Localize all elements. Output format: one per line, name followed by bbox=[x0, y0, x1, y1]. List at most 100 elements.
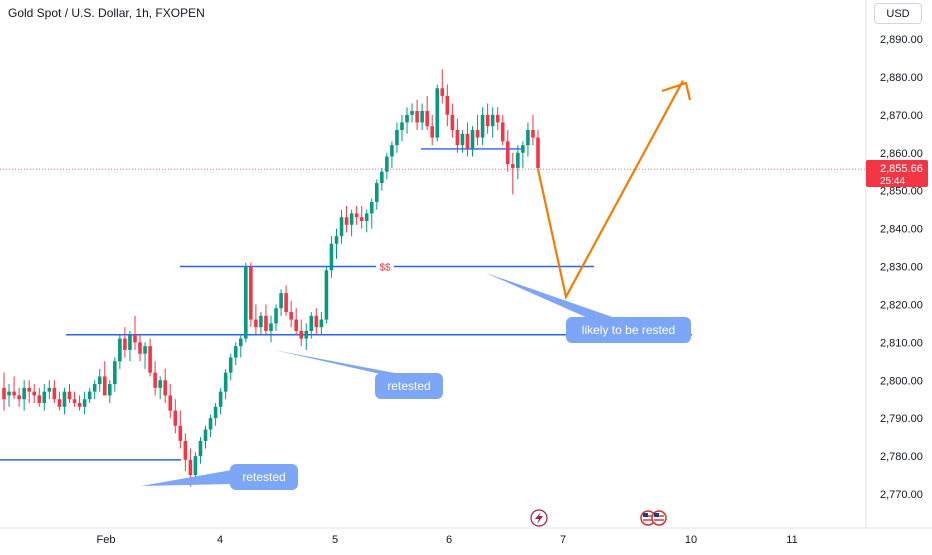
candle bbox=[500, 114, 505, 146]
x-tick-label[interactable]: 7 bbox=[560, 534, 566, 546]
callout[interactable]: likely to be rested bbox=[486, 273, 691, 343]
candle bbox=[390, 141, 394, 168]
candle bbox=[536, 130, 540, 172]
candle-body bbox=[42, 391, 47, 404]
y-tick-label[interactable]: 2,870.00 bbox=[880, 110, 923, 122]
candle-body bbox=[7, 391, 11, 396]
callout-box[interactable] bbox=[230, 464, 298, 490]
y-tick-label[interactable]: 2,830.00 bbox=[880, 262, 923, 274]
candle bbox=[57, 391, 62, 411]
y-tick-label[interactable]: 2,890.00 bbox=[880, 34, 923, 46]
callout[interactable]: retested bbox=[141, 464, 298, 490]
candle bbox=[87, 387, 92, 404]
candle-body bbox=[450, 114, 455, 131]
candle bbox=[385, 152, 389, 180]
x-tick-label[interactable]: 4 bbox=[217, 534, 223, 546]
candle-body bbox=[364, 213, 369, 222]
candle-body bbox=[62, 391, 67, 407]
candle bbox=[299, 319, 304, 347]
callout-tail bbox=[141, 470, 232, 486]
candle bbox=[460, 130, 465, 153]
candle-body bbox=[82, 399, 87, 407]
y-tick-label[interactable]: 2,800.00 bbox=[880, 375, 923, 387]
callouts[interactable]: likely to be rested retested retested bbox=[141, 273, 691, 490]
time-axis[interactable]: Feb 4 5 6 7 10 11 bbox=[97, 534, 798, 546]
candle-body bbox=[97, 376, 102, 385]
candle-body bbox=[37, 395, 42, 404]
candle-body bbox=[435, 88, 440, 138]
projected-path[interactable] bbox=[536, 80, 692, 300]
candle bbox=[359, 205, 364, 229]
candle bbox=[521, 141, 525, 168]
candle-body bbox=[57, 399, 62, 407]
candle bbox=[364, 209, 369, 233]
candle-body bbox=[72, 399, 77, 404]
candle-body bbox=[128, 334, 132, 350]
candle bbox=[238, 334, 243, 358]
axis-icons[interactable] bbox=[530, 509, 667, 527]
y-tick-label[interactable]: 2,860.00 bbox=[880, 148, 923, 160]
x-tick-label[interactable]: 5 bbox=[332, 534, 338, 546]
candle bbox=[410, 103, 414, 123]
candle-body bbox=[405, 114, 409, 123]
candle bbox=[505, 130, 510, 172]
candle-body bbox=[354, 213, 359, 218]
candle-body bbox=[27, 387, 31, 392]
y-tick-label[interactable]: 2,770.00 bbox=[880, 489, 923, 501]
callout-box[interactable] bbox=[566, 317, 691, 343]
liquidity-label[interactable]: $$ bbox=[379, 263, 391, 274]
callout-box[interactable] bbox=[375, 373, 443, 399]
y-tick-label[interactable]: 2,780.00 bbox=[880, 451, 923, 463]
candle bbox=[143, 342, 147, 369]
candle-body bbox=[374, 183, 379, 203]
lightning-icon-bolt bbox=[535, 512, 543, 524]
candle-body bbox=[536, 137, 540, 168]
callout[interactable]: retested bbox=[274, 350, 443, 399]
candle bbox=[118, 334, 122, 369]
candle-body bbox=[163, 380, 168, 396]
candle-body bbox=[500, 122, 505, 142]
candle-body bbox=[480, 114, 485, 138]
currency-button[interactable]: USD bbox=[874, 3, 922, 24]
candle-body bbox=[223, 372, 228, 392]
candle bbox=[425, 95, 429, 131]
price-axis[interactable]: 2,770.00 2,780.00 2,790.00 2,800.00 2,810.00… bbox=[880, 34, 923, 501]
candle bbox=[531, 114, 535, 146]
candle bbox=[77, 395, 82, 411]
candle bbox=[32, 384, 37, 404]
x-tick-label[interactable]: 10 bbox=[685, 534, 697, 546]
y-tick-label[interactable]: 2,840.00 bbox=[880, 224, 923, 236]
candle bbox=[475, 114, 480, 146]
x-tick-label[interactable]: Feb bbox=[97, 534, 116, 546]
candle bbox=[183, 433, 188, 472]
projected-path-arrowhead[interactable] bbox=[661, 81, 692, 101]
candle bbox=[107, 380, 112, 404]
candle-body bbox=[113, 361, 117, 385]
y-tick-label[interactable]: 2,880.00 bbox=[880, 72, 923, 84]
candle-body bbox=[299, 330, 304, 339]
candle bbox=[329, 236, 334, 278]
candle-body bbox=[339, 217, 344, 237]
candle-body bbox=[17, 395, 21, 400]
y-tick-label[interactable]: 2,820.00 bbox=[880, 299, 923, 311]
candle-body bbox=[22, 387, 26, 400]
y-tick-label[interactable]: 2,810.00 bbox=[880, 337, 923, 349]
candle bbox=[173, 399, 178, 434]
callout-text: retested bbox=[387, 379, 430, 393]
candle-body bbox=[213, 406, 218, 419]
candle-body bbox=[465, 133, 470, 149]
us-flag-calendar-icon[interactable] bbox=[640, 510, 667, 526]
callout-tail bbox=[274, 350, 405, 375]
candle-body bbox=[168, 395, 173, 411]
candle bbox=[284, 285, 288, 316]
y-tick-label[interactable]: 2,790.00 bbox=[880, 413, 923, 425]
lightning-icon[interactable] bbox=[530, 509, 548, 527]
candle-body bbox=[233, 346, 238, 358]
x-tick-label[interactable]: 6 bbox=[446, 534, 452, 546]
projected-path-line[interactable] bbox=[536, 80, 684, 300]
candle bbox=[148, 338, 152, 377]
candle bbox=[395, 122, 399, 153]
y-tick-label[interactable]: 2,850.00 bbox=[880, 186, 923, 198]
x-tick-label[interactable]: 11 bbox=[786, 534, 797, 546]
